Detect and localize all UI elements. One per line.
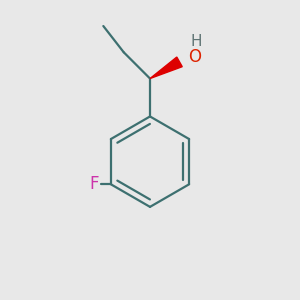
Text: O: O — [188, 48, 201, 66]
Text: F: F — [89, 175, 99, 193]
Polygon shape — [150, 57, 182, 79]
Text: H: H — [190, 34, 202, 49]
